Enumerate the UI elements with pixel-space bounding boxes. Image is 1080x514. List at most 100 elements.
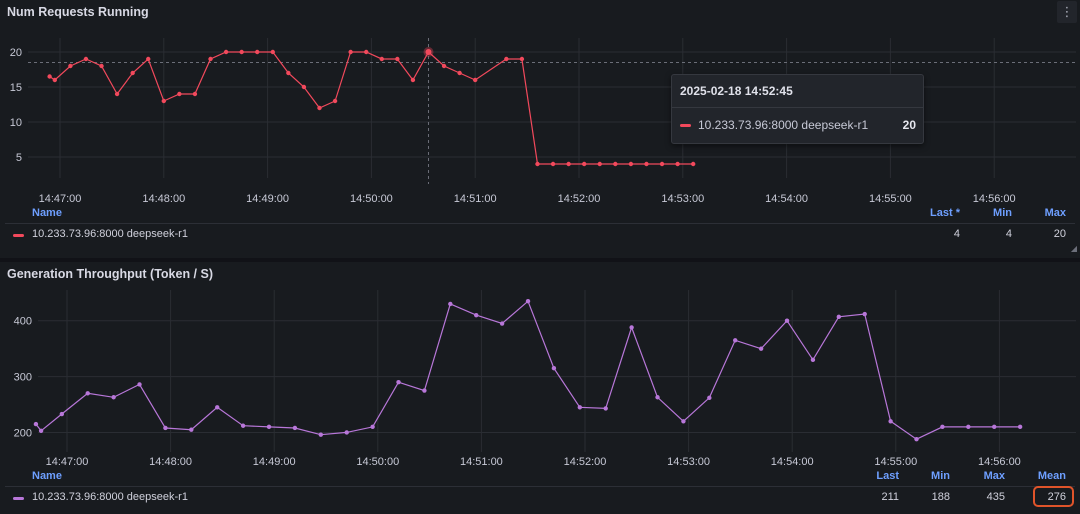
data-point: [597, 161, 602, 167]
generation-throughput-panel: Generation Throughput (Token / S) 14:47:…: [0, 262, 1080, 514]
data-point: [888, 419, 893, 424]
data-point: [1017, 424, 1023, 430]
data-point: [914, 436, 919, 442]
y-tick-label: 10: [10, 117, 22, 129]
data-point: [577, 405, 583, 410]
data-point: [370, 424, 375, 430]
data-point: [675, 161, 680, 167]
legend-min-value: 188: [931, 491, 950, 503]
x-tick-label: 14:51:00: [460, 456, 503, 468]
data-point: [163, 425, 168, 431]
data-point: [266, 424, 272, 430]
data-point: [137, 382, 142, 387]
legend-col-max[interactable]: Max: [983, 470, 1005, 482]
data-point: [161, 98, 166, 104]
resize-handle-icon[interactable]: ◢: [1070, 244, 1077, 253]
legend-col-mean[interactable]: Mean: [1037, 470, 1066, 482]
data-point: [535, 161, 540, 167]
y-tick-label: 5: [16, 152, 22, 164]
data-point: [628, 161, 634, 167]
data-point: [862, 311, 867, 317]
data-point: [317, 105, 322, 111]
data-point: [525, 298, 531, 304]
data-point: [146, 56, 151, 62]
data-point: [83, 56, 89, 62]
series-color-swatch: [13, 497, 24, 500]
legend-col-name[interactable]: Name: [32, 207, 62, 219]
x-tick-label: 14:55:00: [869, 193, 912, 205]
legend-series-name: 10.233.73.96:8000 deepseek-r1: [32, 491, 188, 503]
data-point: [499, 321, 505, 326]
data-point: [422, 388, 427, 393]
legend-col-max[interactable]: Max: [1044, 207, 1066, 219]
legend-col-last[interactable]: Last: [876, 470, 899, 482]
data-point: [519, 56, 525, 62]
data-point: [396, 379, 401, 385]
x-tick-label: 14:56:00: [973, 193, 1016, 205]
legend-last-value: 211: [881, 491, 899, 503]
data-point: [255, 49, 260, 55]
legend-col-min[interactable]: Min: [931, 470, 950, 482]
data-point: [659, 161, 665, 167]
data-point: [441, 63, 447, 69]
data-point: [270, 49, 275, 55]
data-point: [566, 161, 571, 167]
data-point: [940, 424, 945, 430]
series-line: [35, 300, 1021, 440]
mean-highlight-box: [1033, 486, 1074, 507]
data-point: [38, 428, 44, 433]
x-tick-label: 14:53:00: [661, 193, 704, 205]
hover-point: [425, 49, 432, 55]
data-point: [47, 74, 52, 79]
tooltip-series-label: 10.233.73.96:8000 deepseek-r1: [698, 118, 869, 132]
data-point: [603, 406, 608, 411]
x-tick-label: 14:54:00: [771, 456, 814, 468]
x-tick-label: 14:47:00: [39, 193, 82, 205]
hover-tooltip: 2025-02-18 14:52:45 10.233.73.96:8000 de…: [671, 74, 924, 144]
x-tick-label: 14:49:00: [246, 193, 289, 205]
data-point: [551, 366, 557, 371]
data-point: [99, 63, 104, 69]
data-point: [223, 49, 229, 55]
generation-throughput-chart[interactable]: 14:47:00 14:48:00 14:49:00 14:50:00 14:51:00…: [0, 262, 1080, 474]
data-point: [784, 318, 790, 323]
num-requests-chart[interactable]: 14:47:00 14:48:00 14:49:00 14:50:00 14:51:00…: [0, 0, 1080, 230]
data-point: [758, 346, 764, 351]
legend-col-last[interactable]: Last *: [930, 207, 960, 219]
data-point: [111, 395, 116, 400]
legend-col-min[interactable]: Min: [993, 207, 1012, 219]
data-point: [733, 338, 738, 343]
y-tick-label: 20: [10, 47, 22, 59]
data-point: [690, 161, 696, 167]
panel-title[interactable]: Generation Throughput (Token / S): [7, 267, 214, 281]
tooltip-time: 2025-02-18 14:52:45: [680, 84, 793, 98]
panel-title[interactable]: Num Requests Running: [7, 5, 149, 19]
legend-col-name[interactable]: Name: [32, 470, 62, 482]
data-point: [474, 312, 479, 318]
y-tick-label: 200: [14, 427, 32, 439]
data-point: [292, 425, 298, 431]
data-point: [348, 49, 353, 55]
data-point: [655, 395, 660, 400]
data-point: [448, 301, 453, 307]
data-point: [581, 161, 587, 167]
x-tick-label: 14:50:00: [356, 456, 399, 468]
data-point: [629, 325, 634, 330]
data-point: [504, 56, 509, 62]
x-tick-label: 14:47:00: [46, 456, 89, 468]
data-point: [644, 161, 649, 167]
data-point: [966, 424, 971, 430]
data-point: [810, 357, 816, 363]
series-line: [49, 51, 694, 165]
x-tick-label: 14:55:00: [874, 456, 917, 468]
data-point: [286, 70, 291, 76]
data-point: [318, 432, 324, 437]
data-point: [344, 430, 349, 435]
data-point: [33, 421, 39, 427]
legend-max-value: 435: [986, 491, 1005, 503]
kebab-menu-icon[interactable]: ⋮: [1057, 1, 1077, 23]
tooltip-series-swatch: [680, 124, 691, 127]
num-requests-panel: Num Requests Running ⋮ 14:47:00 14:48:00 1…: [0, 0, 1080, 253]
x-tick-label: 14:54:00: [765, 193, 808, 205]
x-tick-label: 14:53:00: [667, 456, 710, 468]
